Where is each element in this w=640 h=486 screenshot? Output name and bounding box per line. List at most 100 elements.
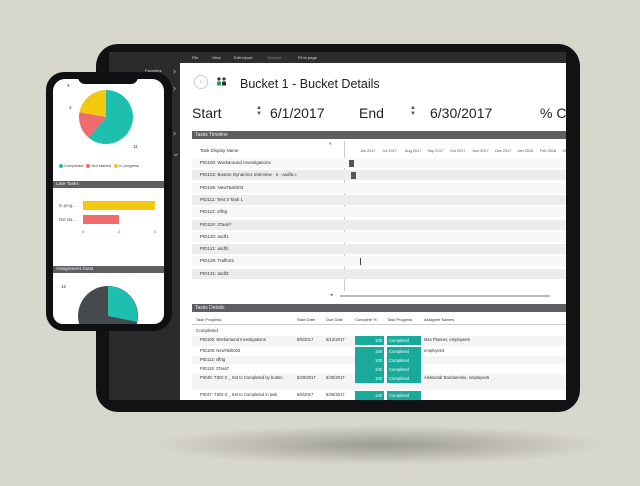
- complete-pct-cell: 100: [355, 374, 384, 383]
- progress-status-cell: Completed: [387, 356, 421, 365]
- timeline-row[interactable]: PID102: Boston Dynamics Interview - 2 - …: [192, 170, 566, 181]
- assignment-label: 12: [61, 284, 67, 289]
- chevron-right-icon[interactable]: ›: [173, 83, 176, 93]
- timeline-bar[interactable]: [351, 171, 356, 179]
- late-axis-tick: 4: [154, 229, 157, 234]
- progress-status-cell: Completed: [387, 336, 421, 345]
- timeline-month-label: Sep 2017: [427, 149, 444, 153]
- phone-screen: 3 4 11 Completed Not started In progress…: [53, 79, 164, 324]
- col-progress[interactable]: Task Progress: [387, 317, 413, 322]
- nav-favorites[interactable]: Favorites: [145, 68, 162, 73]
- timeline-task-name: PID102: Boston Dynamics Interview - 2 - …: [200, 172, 297, 178]
- status-pie-chart: 3 4 11: [67, 83, 138, 149]
- pie-slice-not-started[interactable]: [79, 112, 106, 138]
- timeline-month-label: Dec 2017: [495, 149, 512, 153]
- scroll-left-icon[interactable]: ◂: [330, 292, 333, 298]
- pie-label-inprogress: 4: [67, 83, 70, 88]
- tablet-screen: Favorites › › › ⌄ File View Edit report …: [109, 52, 566, 400]
- timeline-month-label: Jun 2017: [360, 149, 376, 153]
- complete-pct-label: % Co: [540, 105, 566, 121]
- tasks-details: Tasks Details Task Progress Start Date D…: [192, 304, 566, 400]
- timeline-row[interactable]: PID119: 3Task7: [192, 219, 566, 230]
- details-row[interactable]: PID106: NewTask003 100 Completed employee3: [192, 347, 566, 356]
- timeline-bar[interactable]: [349, 159, 354, 167]
- back-button[interactable]: ‹: [194, 75, 208, 89]
- timeline-row[interactable]: PID100: Workaround Investigations: [192, 158, 566, 168]
- late-bar[interactable]: [83, 201, 155, 210]
- progress-status-cell: Completed: [387, 374, 421, 383]
- timeline-task-name: PID106: NewTask003: [200, 184, 244, 190]
- timeline-month-label: Mar 2018: [562, 149, 567, 153]
- col-complete[interactable]: Complete %: [355, 317, 377, 322]
- timeline-month-label: Oct 2017: [450, 149, 466, 153]
- details-header: Tasks Details: [192, 304, 566, 312]
- device-shadow: [150, 425, 610, 465]
- task-name: PID112: sffrtg: [200, 357, 226, 362]
- timeline-task-name: PID129: Traffort1: [200, 258, 235, 264]
- col-start[interactable]: Start Date: [297, 317, 316, 322]
- timeline-task-name: PID100: Workaround Investigations: [200, 160, 271, 165]
- details-row[interactable]: PID100: Workaround Investigations 6/5/201…: [192, 336, 566, 346]
- start-date: 6/29/2017: [297, 375, 316, 380]
- chevron-down-icon[interactable]: ⌄: [172, 148, 180, 158]
- pie-slice-completed[interactable]: [88, 90, 133, 144]
- timeline-month-label: Feb 2018: [540, 149, 557, 153]
- start-value[interactable]: 6/1/2017: [270, 105, 325, 121]
- assignee-names: Mxx Planner, employee5: [424, 337, 470, 342]
- end-value[interactable]: 6/30/2017: [430, 105, 493, 121]
- timeline-milestone[interactable]: [360, 257, 361, 265]
- tasks-timeline: Tasks Timeline « Task Display Name Jun 2…: [192, 131, 566, 311]
- timeline-row[interactable]: PID106: NewTask003: [192, 182, 566, 193]
- chevron-right-icon[interactable]: ›: [173, 66, 176, 76]
- timeline-row[interactable]: PID121: asdf2: [192, 244, 566, 255]
- timeline-row[interactable]: PID129: Traffort1: [192, 256, 566, 267]
- details-row[interactable]: PID112: sffrtg 100 Completed: [192, 356, 566, 365]
- details-row[interactable]: PID47: TSID-3 _ Set to Completed in task…: [192, 391, 566, 400]
- complete-pct-cell: 100: [355, 347, 384, 356]
- details-row[interactable]: PID46: TSID-2 _ Set to Completed by butt…: [192, 374, 566, 390]
- timeline-column-header[interactable]: Task Display Name: [200, 148, 239, 153]
- start-date: 6/5/2017: [297, 392, 314, 397]
- late-bar[interactable]: [83, 215, 119, 224]
- report-canvas: ‹ Bucket 1 - Bucket Details Start ▲ ▼ 6/1…: [180, 63, 566, 400]
- late-axis-tick: 0: [82, 229, 85, 234]
- col-due[interactable]: Due Date: [326, 317, 343, 322]
- timeline-row[interactable]: PID111: Test 3 Task 1: [192, 194, 566, 205]
- task-name: PID46: TSID-2 _ Set to Completed by butt…: [200, 375, 283, 380]
- menu-edit-report[interactable]: Edit report: [234, 55, 253, 60]
- menu-file[interactable]: File: [192, 55, 199, 60]
- pie-slice-in-progress[interactable]: [79, 90, 106, 117]
- chevron-right-icon[interactable]: ›: [173, 128, 176, 138]
- due-date: 6/12/2017: [326, 337, 345, 342]
- timeline-row[interactable]: PID120: asdf1: [192, 231, 566, 242]
- late-bar-label: Not sta...: [59, 217, 76, 222]
- end-spinner[interactable]: ▲ ▼: [410, 105, 416, 117]
- col-task[interactable]: Task Progress: [196, 317, 222, 322]
- group-label: Completed: [196, 328, 218, 333]
- assignment-pie-chart: 12: [61, 284, 138, 324]
- details-row[interactable]: PID119: 3Task7 100 Completed: [192, 365, 566, 374]
- timeline-task-name: PID119: 3Task7: [200, 221, 232, 227]
- scroll-thumb[interactable]: [340, 295, 550, 297]
- menu-fit-page[interactable]: Fit to page: [298, 55, 317, 60]
- pie-label-completed: 11: [133, 144, 138, 149]
- timeline-scrollbar[interactable]: ◂: [330, 292, 566, 299]
- col-assignees[interactable]: Assignee Names: [424, 317, 455, 322]
- menu-view[interactable]: View: [212, 55, 221, 60]
- assignee-names: employee3: [424, 348, 445, 353]
- timeline-month-label: Nov 2017: [472, 149, 489, 153]
- timeline-row[interactable]: PID131: asdf3: [192, 268, 566, 279]
- collapse-icon[interactable]: «: [329, 141, 332, 147]
- start-spinner[interactable]: ▲ ▼: [256, 105, 262, 117]
- timeline-month-label: Jul 2017: [382, 149, 397, 153]
- due-date: 6/30/2017: [326, 375, 345, 380]
- progress-status-cell: Completed: [387, 365, 421, 374]
- legend-completed: Completed: [64, 163, 84, 168]
- pie-legend: Completed Not started In progress: [57, 163, 139, 168]
- top-menu-bar: File View Edit report Explore Fit to pag…: [180, 52, 566, 63]
- timeline-task-name: PID120: asdf1: [200, 233, 229, 239]
- timeline-task-name: PID121: asdf2: [200, 246, 229, 252]
- menu-explore[interactable]: Explore: [268, 55, 282, 60]
- start-label: Start: [192, 105, 222, 121]
- timeline-row[interactable]: PID112: sffrtg: [192, 207, 566, 218]
